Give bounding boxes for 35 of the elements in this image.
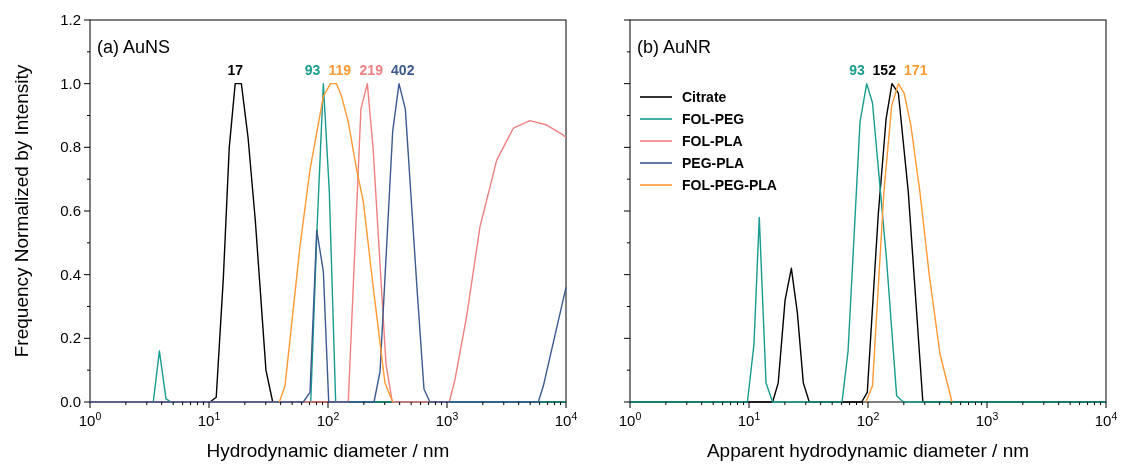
annotation: 93 <box>849 61 866 78</box>
annotation: 152 <box>872 61 897 78</box>
y-axis-title: Frequency Normalized by Intensity <box>11 64 32 358</box>
x-tick-label: 10$^{4}$ <box>1094 410 1118 429</box>
y-tick-label: 0.0 <box>60 393 81 410</box>
x-axis-title: Hydrodynamic diameter / nm <box>206 440 450 461</box>
x-tick-label: 10$^{0}$ <box>78 410 102 429</box>
x-tick-label: 10$^{2}$ <box>856 410 880 429</box>
legend-label: FOL-PLA <box>682 133 743 149</box>
legend-label: FOL-PEG-PLA <box>682 177 777 193</box>
x-tick-label: 10$^{0}$ <box>618 410 642 429</box>
annotation: 219 <box>359 61 384 78</box>
y-tick-label: 0.2 <box>60 329 81 347</box>
y-tick-label: 1.2 <box>60 11 81 28</box>
legend-label: PEG-PLA <box>682 155 745 171</box>
legend-label: FOL-PEG <box>682 111 745 127</box>
annotation: 171 <box>904 61 928 78</box>
y-tick-label: 0.6 <box>60 202 81 219</box>
x-tick-label: 10$^{1}$ <box>737 410 761 429</box>
annotation: 119 <box>328 61 352 78</box>
x-axis-title: Apparent hydrodynamic diameter / nm <box>706 440 1030 461</box>
annotation: 17 <box>227 61 244 78</box>
y-tick-label: 0.8 <box>60 138 81 156</box>
annotation: 93 <box>304 61 321 78</box>
y-tick-label: 1.0 <box>60 74 81 92</box>
x-tick-label: 10$^{4}$ <box>554 410 578 429</box>
x-tick-label: 10$^{1}$ <box>197 410 221 429</box>
text: (b) AuNR <box>637 37 712 57</box>
legend-label: Citrate <box>682 89 727 105</box>
x-tick-label: 10$^{3}$ <box>435 410 459 429</box>
annotation: 402 <box>391 61 415 78</box>
text: (a) AuNS <box>97 37 171 57</box>
x-tick-label: 10$^{3}$ <box>975 410 999 429</box>
x-tick-label: 10$^{2}$ <box>316 410 340 429</box>
y-tick-label: 0.4 <box>60 265 81 283</box>
